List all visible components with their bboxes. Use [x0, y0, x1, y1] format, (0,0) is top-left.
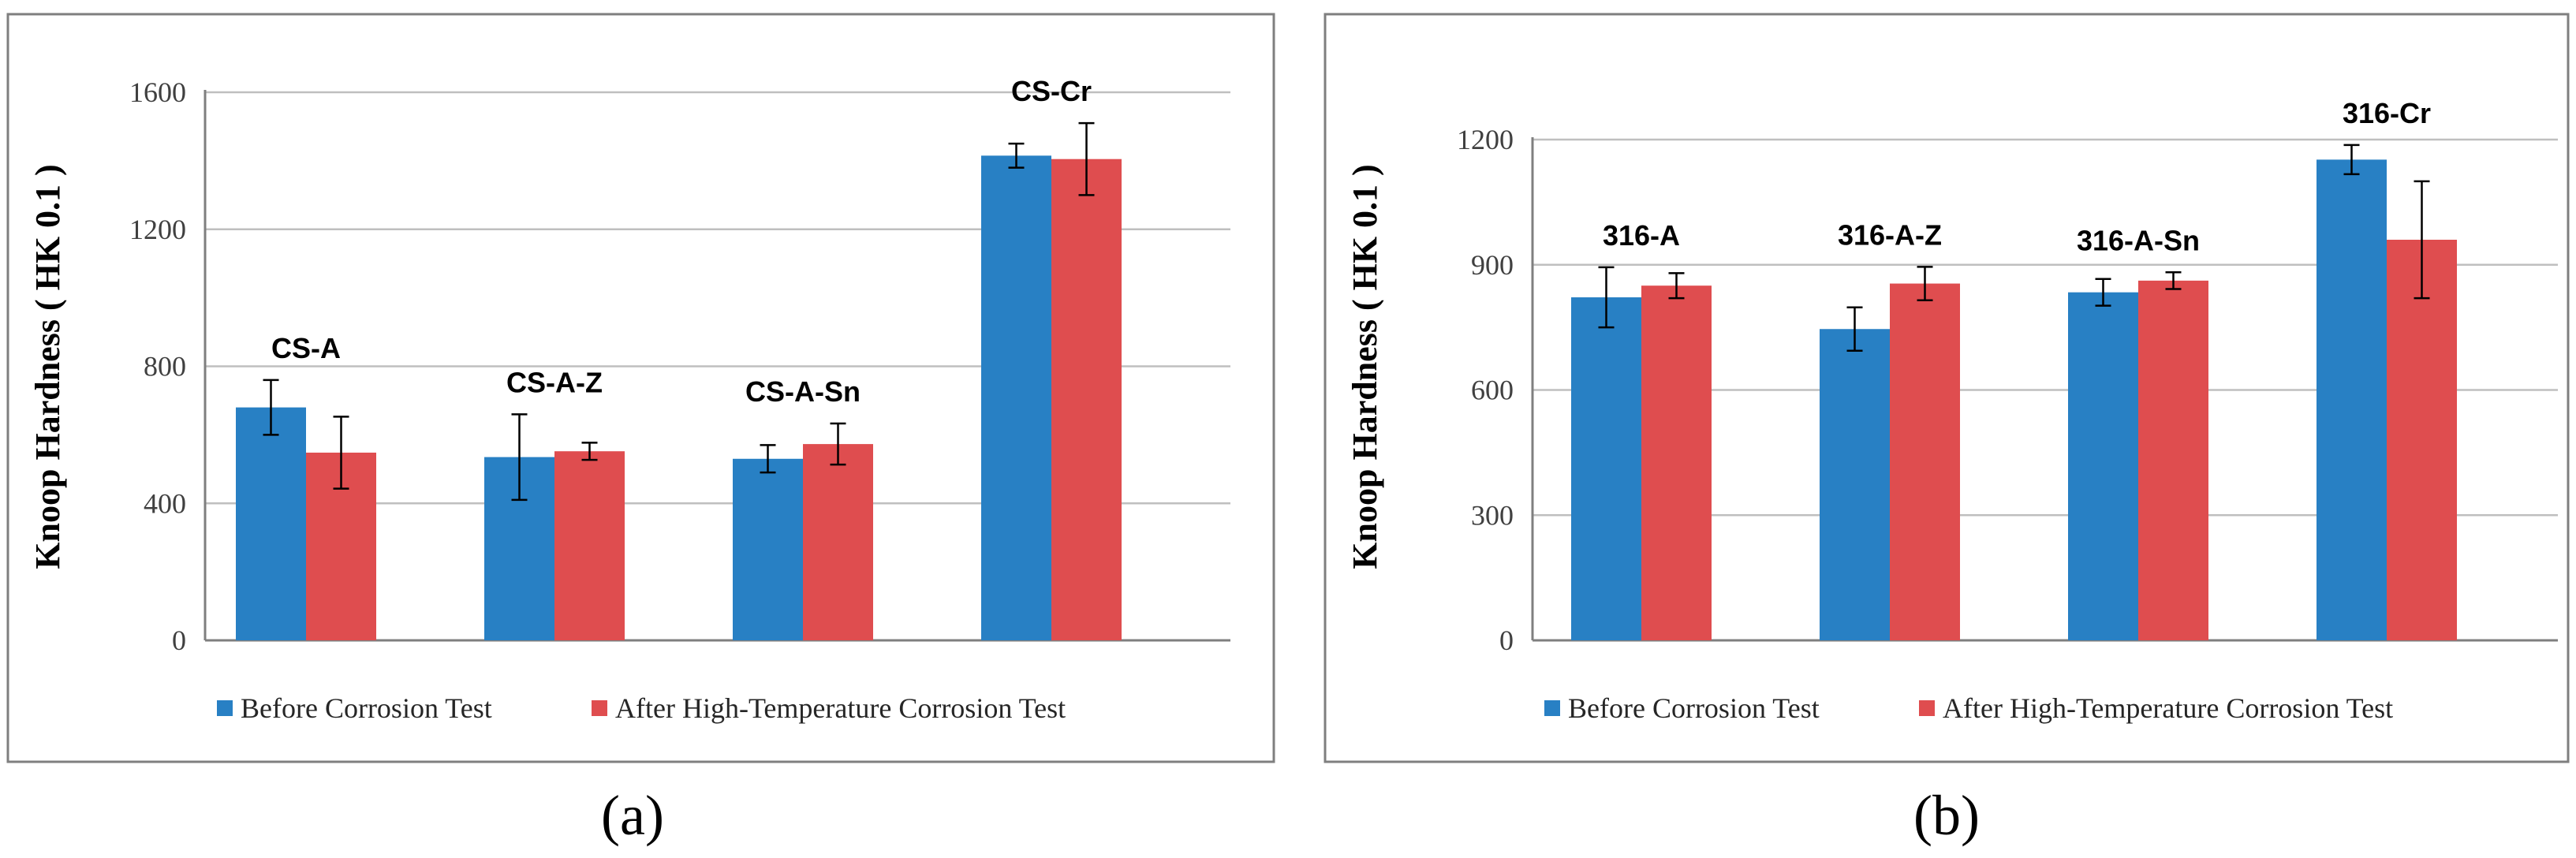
- legend-swatch-after: [592, 700, 607, 716]
- bar-316-a-sn-after: [2138, 280, 2208, 640]
- y-tick-label: 800: [144, 351, 186, 382]
- bar-316-a-sn-before: [2068, 292, 2138, 640]
- legend-label-before: Before Corrosion Test: [241, 692, 492, 724]
- y-tick-label: 600: [1471, 375, 1514, 406]
- legend-label-before: Before Corrosion Test: [1568, 692, 1820, 724]
- category-label: 316-A-Sn: [2077, 224, 2200, 256]
- panel-label: (b): [1913, 784, 1980, 847]
- category-label: CS-Cr: [1011, 75, 1092, 107]
- y-tick-label: 1200: [129, 214, 186, 245]
- y-tick-label: 400: [144, 487, 186, 519]
- chart-panel-a: 0 400 800 1200 1600 Knoop Hardness ( HK 0.1 )…: [6, 13, 1275, 763]
- y-tick-label: 0: [1499, 625, 1514, 656]
- bar-316-cr-before: [2317, 159, 2387, 640]
- y-tick-label: 300: [1471, 499, 1514, 531]
- legend-label-after: After High-Temperature Corrosion Test: [1943, 692, 2393, 724]
- category-label: CS-A-Sn: [745, 375, 861, 408]
- bar-316-a-after: [1641, 285, 1712, 640]
- y-tick-label: 1600: [129, 76, 186, 108]
- bar-cs-a-sn-before: [733, 458, 803, 640]
- bar-cs-a-z-after: [554, 451, 625, 640]
- category-label: 316-A: [1603, 219, 1680, 252]
- bar-cs-cr-before: [981, 155, 1051, 640]
- category-label: 316-A-Z: [1838, 218, 1942, 251]
- legend-swatch-before: [217, 700, 233, 716]
- bar-316-cr-after: [2387, 240, 2457, 640]
- bar-cs-a-sn-after: [803, 444, 873, 640]
- legend-swatch-after: [1919, 700, 1935, 716]
- panel-label: (a): [601, 784, 664, 847]
- category-label: 316-Cr: [2343, 97, 2431, 129]
- category-label: CS-A-Z: [506, 366, 603, 398]
- bar-316-a-before: [1571, 297, 1641, 640]
- legend-label-after: After High-Temperature Corrosion Test: [615, 692, 1066, 724]
- y-axis-label: Knoop Hardness ( HK 0.1 ): [28, 164, 67, 569]
- y-tick-label: 1200: [1457, 124, 1514, 155]
- bar-316-a-z-before: [1820, 329, 1890, 640]
- bar-316-a-z-after: [1890, 283, 1960, 640]
- category-label: CS-A: [271, 332, 341, 364]
- legend-swatch-before: [1544, 700, 1560, 716]
- y-axis-label: Knoop Hardness ( HK 0.1 ): [1346, 164, 1384, 569]
- chart-panel-b: 0 300 600 900 1200 Knoop Hardness ( HK 0.1 ) 3…: [1323, 13, 2570, 763]
- bar-cs-a-before: [236, 407, 306, 640]
- y-tick-label: 0: [172, 625, 186, 656]
- bar-cs-cr-after: [1051, 159, 1122, 640]
- y-tick-label: 900: [1471, 249, 1514, 281]
